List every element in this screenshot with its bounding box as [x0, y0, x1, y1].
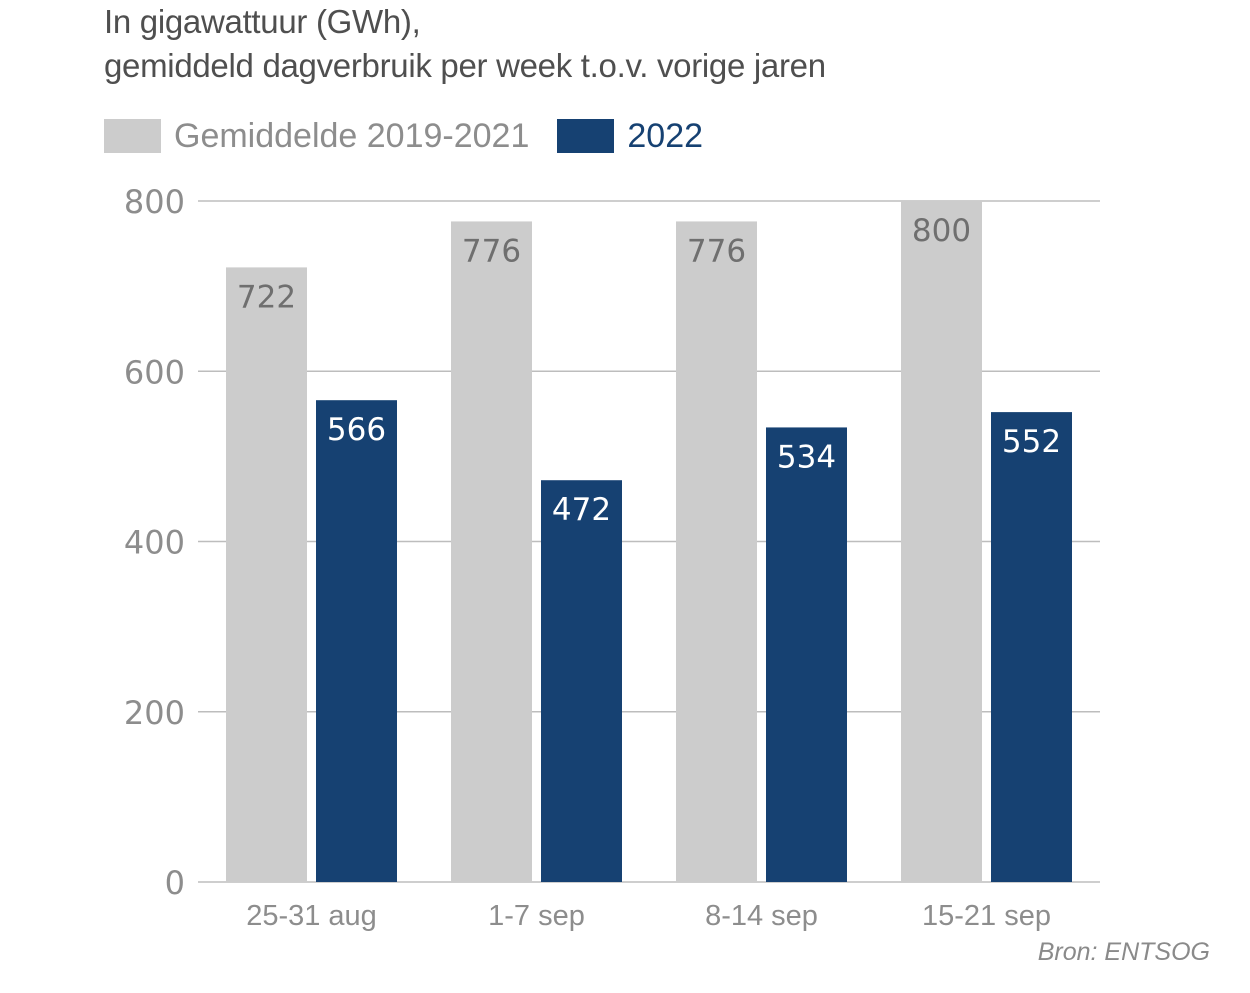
legend-swatch-2022 [557, 119, 615, 153]
chart-subtitle: gemiddeld dagverbruik per week t.o.v. vo… [104, 47, 826, 84]
y-tick-label: 400 [124, 524, 185, 562]
y-tick-label: 0 [165, 864, 185, 902]
data-label-2022-4: 552 [1002, 424, 1061, 460]
legend-label-average: Gemiddelde 2019-2021 [174, 116, 530, 155]
y-tick-label: 600 [124, 353, 185, 391]
data-label-2022-2: 472 [552, 492, 611, 528]
bar-average-4 [901, 201, 982, 882]
data-label-average-3: 776 [687, 233, 746, 269]
bar-2022-3 [766, 427, 847, 882]
data-label-2022-1: 566 [327, 412, 386, 448]
bar-2022-1 [316, 400, 397, 882]
bar-average-2 [451, 221, 532, 882]
legend-swatch-average [104, 119, 161, 153]
y-tick-label: 200 [124, 694, 185, 732]
data-labels: 722 566 776 472 776 534 800 552 [237, 213, 1061, 528]
y-axis: 0 200 400 600 800 [124, 183, 185, 902]
bar-2022-2 [541, 480, 622, 882]
chart-title-block: In gigawattuur (GWh), gemiddeld dagverbr… [104, 0, 826, 88]
source-note: Bron: ENTSOG [1037, 938, 1210, 966]
bar-average-3 [676, 221, 757, 882]
data-label-2022-3: 534 [777, 439, 836, 475]
legend-label-2022: 2022 [627, 116, 704, 155]
x-tick-label: 1-7 sep [488, 900, 585, 932]
x-tick-label: 15-21 sep [922, 900, 1051, 932]
x-tick-label: 8-14 sep [705, 900, 818, 932]
chart-title: In gigawattuur (GWh), [104, 3, 421, 40]
data-label-average-4: 800 [912, 213, 971, 249]
bar-average-1 [226, 267, 307, 883]
data-label-average-2: 776 [462, 233, 521, 269]
bar-2022-4 [991, 412, 1072, 882]
x-axis: 25-31 aug 1-7 sep 8-14 sep 15-21 sep [246, 900, 1051, 932]
bars [226, 201, 1072, 883]
data-label-average-1: 722 [237, 279, 296, 315]
y-tick-label: 800 [124, 183, 185, 221]
legend: Gemiddelde 2019-2021 2022 [104, 116, 731, 156]
x-tick-label: 25-31 aug [246, 900, 377, 932]
